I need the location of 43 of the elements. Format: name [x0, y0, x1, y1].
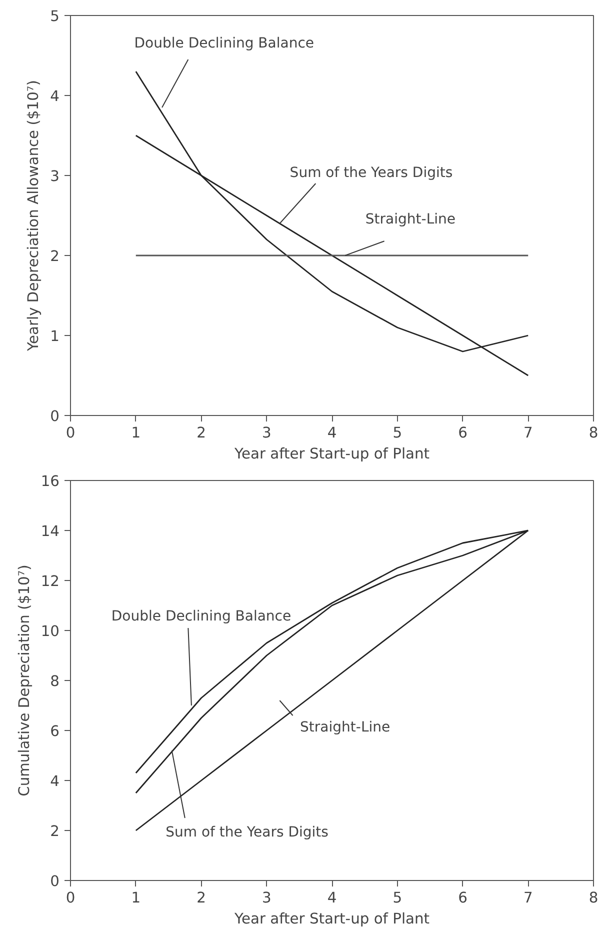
y-tick-label: 3 — [50, 168, 60, 185]
x-tick-label: 1 — [131, 890, 141, 906]
y-tick-label: 16 — [40, 473, 60, 490]
series-label: Straight-Line — [365, 212, 456, 228]
y-tick-label: 4 — [50, 88, 60, 105]
x-tick-label: 0 — [66, 890, 76, 906]
text: Sum of the Years Digits — [166, 824, 328, 840]
x-tick-label: 4 — [327, 890, 337, 906]
text: Sum of the Years Digits — [290, 165, 453, 182]
x-tick-label: 1 — [131, 424, 141, 442]
x-tick-label: 3 — [262, 424, 272, 442]
y-tick-label: 5 — [50, 8, 60, 25]
y-tick-label: 1 — [50, 328, 60, 345]
x-tick-label: 8 — [588, 424, 598, 442]
x-axis-title: Year after Start-up of Plant — [233, 446, 430, 462]
x-tick-label: 6 — [458, 890, 468, 906]
x-tick-label: 0 — [66, 424, 76, 442]
y-tick-label: 10 — [40, 623, 60, 640]
x-tick-label: 7 — [523, 424, 533, 442]
x-tick-label: 5 — [392, 424, 402, 442]
y-tick-label: 2 — [50, 823, 60, 840]
y-tick-label: 14 — [40, 523, 60, 540]
y-tick-label: 12 — [40, 573, 60, 590]
x-tick-label: 5 — [392, 890, 402, 906]
x-tick-label: 2 — [196, 890, 206, 906]
y-tick-label: 0 — [50, 873, 60, 890]
x-tick-label: 8 — [588, 890, 598, 906]
y-tick-label: 6 — [50, 723, 60, 740]
y-axis-title: Cumulative Depreciation ($10⁷) — [16, 564, 33, 796]
y-tick-label: 0 — [50, 408, 60, 425]
x-axis-title: Year after Start-up of Plant — [233, 910, 430, 928]
x-tick-label: 6 — [458, 424, 468, 442]
x-tick-label: 3 — [262, 890, 272, 906]
y-tick-label: 4 — [50, 773, 60, 790]
y-axis-title: Yearly Depreciation Allowance ($10⁷) — [25, 80, 42, 352]
x-tick-label: 4 — [327, 424, 337, 442]
x-tick-label: 2 — [196, 424, 206, 442]
y-tick-label: 8 — [50, 673, 60, 690]
x-tick-label: 7 — [523, 890, 533, 906]
series-label: Straight-Line — [300, 720, 390, 736]
series-label: Double Declining Balance — [134, 36, 314, 52]
series-label: Double Declining Balance — [111, 608, 292, 624]
y-tick-label: 2 — [50, 248, 60, 265]
